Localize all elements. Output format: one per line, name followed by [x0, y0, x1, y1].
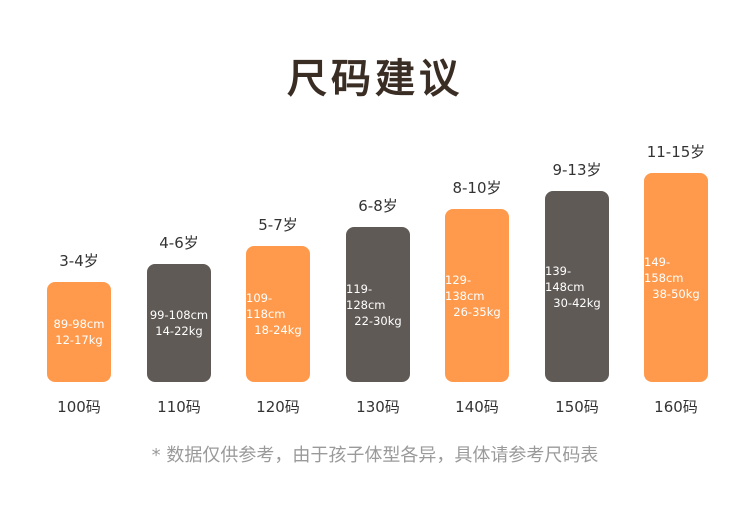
height-range-label: 149-158cm: [644, 254, 684, 285]
weight-range-label: 30-42kg: [553, 295, 601, 310]
size-category-label: 110码: [157, 398, 201, 416]
height-range-label: 129-138cm: [445, 272, 485, 303]
disclaimer-note: * 数据仅供参考，由于孩子体型各异，具体请参考尺码表: [151, 445, 599, 466]
age-label: 4-6岁: [159, 234, 199, 252]
height-range-label: 109-118cm: [246, 291, 286, 321]
age-label: 5-7岁: [258, 216, 298, 234]
weight-range-label: 12-17kg: [55, 333, 103, 347]
size-bar: 109-118cm 18-24kg: [246, 246, 310, 382]
size-bar: 129-138cm 26-35kg: [445, 209, 509, 382]
size-bar: 139-148cm 30-42kg: [545, 191, 609, 382]
size-category-label: 140码: [455, 398, 499, 416]
weight-range-label: 22-30kg: [354, 313, 402, 328]
page-title: 尺码建议: [287, 56, 463, 102]
weight-range-label: 26-35kg: [453, 304, 501, 319]
size-category-label: 120码: [256, 398, 300, 416]
weight-range-label: 18-24kg: [254, 323, 302, 337]
size-bar: 149-158cm 38-50kg: [644, 173, 708, 382]
age-label: 6-8岁: [358, 197, 398, 215]
height-range-label: 89-98cm: [53, 317, 105, 331]
height-range-label: 99-108cm: [149, 308, 209, 322]
size-category-label: 100码: [57, 398, 101, 416]
size-bar: 99-108cm 14-22kg: [147, 264, 211, 382]
age-label: 8-10岁: [452, 179, 502, 197]
size-bar: 89-98cm 12-17kg: [47, 282, 111, 382]
size-category-label: 150码: [555, 398, 599, 416]
height-range-label: 119-128cm: [346, 281, 386, 312]
height-range-label: 139-148cm: [545, 263, 585, 294]
size-category-label: 130码: [356, 398, 400, 416]
size-category-label: 160码: [654, 398, 698, 416]
size-bar: 119-128cm 22-30kg: [346, 227, 410, 382]
weight-range-label: 14-22kg: [155, 324, 203, 338]
weight-range-label: 38-50kg: [652, 286, 700, 301]
age-label: 11-15岁: [646, 143, 706, 161]
age-label: 9-13岁: [552, 161, 602, 179]
age-label: 3-4岁: [59, 252, 99, 270]
